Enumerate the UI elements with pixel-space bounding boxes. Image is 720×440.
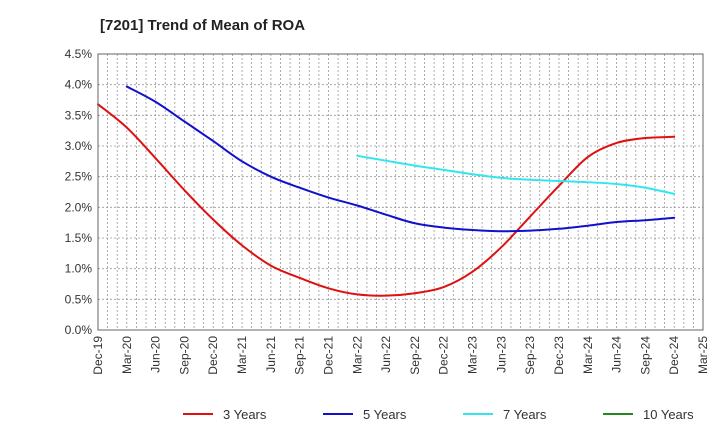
x-tick-label: Jun-20: [149, 336, 163, 373]
x-tick-label: Jun-24: [610, 336, 624, 373]
x-tick-label: Dec-20: [206, 336, 220, 375]
series-lines: [97, 85, 676, 297]
x-tick-label: Dec-21: [321, 336, 335, 375]
y-tick-label: 0.0%: [65, 323, 93, 337]
series-line-1: [97, 103, 676, 297]
x-tick-label: Sep-23: [523, 336, 537, 375]
y-tick-label: 3.5%: [65, 108, 93, 122]
y-tick-label: 1.0%: [65, 262, 93, 276]
y-tick-label: 1.5%: [65, 231, 93, 245]
plot-frame: [97, 53, 704, 331]
x-axis-ticks: Dec-19 Mar-20 Jun-20 Sep-20 Dec-20 Mar-21 Jun-…: [91, 336, 710, 375]
x-tick-label: Mar-25: [696, 336, 710, 374]
legend-label: 5 Years: [363, 407, 407, 422]
x-tick-label: Jun-21: [264, 336, 278, 373]
x-tick-label: Dec-22: [437, 336, 451, 375]
x-tick-label: Dec-24: [667, 336, 681, 375]
x-tick-label: Sep-21: [293, 336, 307, 375]
legend: 3 Years 5 Years 7 Years 10 Years: [183, 407, 694, 422]
x-tick-label: Mar-23: [466, 336, 480, 374]
y-tick-label: 4.0%: [65, 78, 93, 92]
x-tick-label: Sep-22: [408, 336, 422, 375]
y-tick-label: 0.5%: [65, 292, 93, 306]
legend-label: 7 Years: [503, 407, 547, 422]
x-tick-label: Mar-21: [235, 336, 249, 374]
y-tick-label: 2.0%: [65, 200, 93, 214]
x-tick-label: Mar-20: [120, 336, 134, 374]
y-axis-ticks: 0.0% 0.5% 1.0% 1.5% 2.0% 2.5% 3.0% 3.5% 4.0% 4.5%: [65, 47, 93, 337]
legend-label: 3 Years: [223, 407, 267, 422]
y-tick-label: 4.5%: [65, 47, 93, 61]
series-line-2: [125, 85, 676, 233]
chart-title: [7201] Trend of Mean of ROA: [100, 17, 305, 34]
x-tick-label: Sep-24: [638, 336, 652, 375]
x-tick-label: Mar-24: [581, 336, 595, 374]
x-tick-label: Dec-23: [552, 336, 566, 375]
x-tick-label: Jun-22: [379, 336, 393, 373]
series-line-3: [356, 154, 676, 195]
y-tick-label: 3.0%: [65, 139, 93, 153]
x-tick-label: Sep-20: [177, 336, 191, 375]
grid-lines: [98, 53, 703, 331]
y-tick-label: 2.5%: [65, 170, 93, 184]
x-tick-label: Mar-22: [350, 336, 364, 374]
x-tick-label: Dec-19: [91, 336, 105, 375]
legend-label: 10 Years: [643, 407, 694, 422]
x-tick-label: Jun-23: [494, 336, 508, 373]
